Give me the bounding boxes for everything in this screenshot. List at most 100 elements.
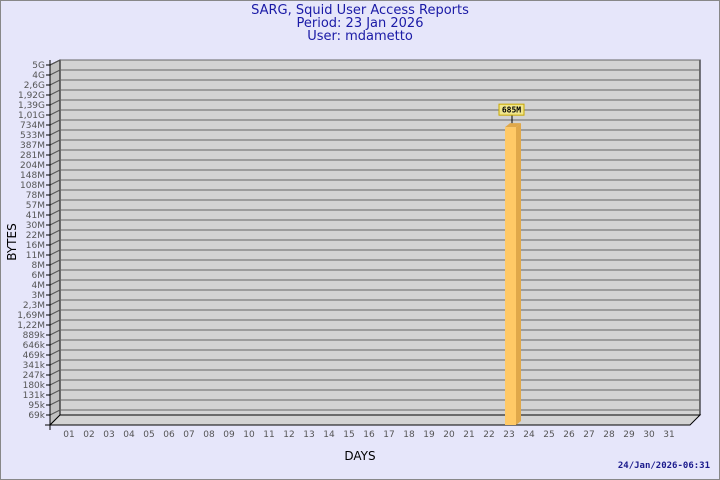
- grid-diagonal: [49, 129, 61, 136]
- grid-diagonal: [49, 259, 61, 266]
- y-tick-label: 889k: [23, 331, 46, 341]
- y-tick-label: 6M: [32, 271, 46, 281]
- grid-diagonal: [49, 159, 61, 166]
- floor: [48, 414, 702, 426]
- x-tick-label: 08: [203, 430, 215, 440]
- y-tick-label: 4M: [32, 281, 46, 291]
- y-tick-label: 69k: [28, 411, 45, 421]
- y-tick-label: 533M: [20, 131, 45, 141]
- grid-diagonal: [49, 99, 61, 106]
- x-tick-label: 02: [83, 430, 94, 440]
- y-tick-label: 5G: [32, 61, 45, 71]
- y-tick-label: 1,01G: [18, 111, 45, 121]
- y-tick-label: 57M: [26, 201, 45, 211]
- x-tick-label: 15: [343, 430, 354, 440]
- y-tick-label: 3M: [32, 291, 46, 301]
- y-tick-label: 247k: [23, 371, 46, 381]
- grid-diagonal: [49, 309, 61, 316]
- x-tick-label: 23: [503, 430, 514, 440]
- x-tick-label: 21: [463, 430, 474, 440]
- y-tick-label: 204M: [20, 161, 45, 171]
- x-tick-label: 24: [523, 430, 535, 440]
- x-tick-label: 17: [383, 430, 394, 440]
- grid-diagonal: [49, 369, 61, 376]
- x-tick-label: 11: [263, 430, 274, 440]
- x-tick-label: 27: [583, 430, 594, 440]
- grid-diagonal: [49, 199, 61, 206]
- y-tick-label: 30M: [26, 221, 45, 231]
- grid-diagonal: [49, 389, 61, 396]
- y-tick-label: 1,22M: [17, 321, 45, 331]
- y-tick-label: 646k: [23, 341, 46, 351]
- y-tick-label: 341k: [23, 361, 46, 371]
- y-tick-label: 469k: [23, 351, 46, 361]
- grid-diagonal: [49, 379, 61, 386]
- bar-value-label: 685M: [502, 106, 521, 115]
- bar-top: [505, 123, 521, 128]
- y-tick-label: 78M: [26, 191, 45, 201]
- grid-diagonal: [49, 409, 61, 416]
- y-tick-label: 1,39G: [18, 101, 45, 111]
- y-tick-label: 1,92G: [18, 91, 45, 101]
- y-tick-label: 108M: [20, 181, 45, 191]
- grid-diagonal: [49, 149, 61, 156]
- x-tick-label: 26: [563, 430, 575, 440]
- grid-diagonal: [49, 349, 61, 356]
- report-period: Period: 23 Jan 2026: [296, 16, 424, 31]
- grid-diagonal: [49, 329, 61, 336]
- grid-diagonal: [49, 359, 61, 366]
- x-tick-label: 03: [103, 430, 114, 440]
- x-tick-label: 25: [543, 430, 554, 440]
- grid-diagonal: [49, 169, 61, 176]
- grid-diagonal: [49, 289, 61, 296]
- x-tick-label: 10: [243, 430, 255, 440]
- bar-label-box: [498, 103, 525, 116]
- back-wall: [59, 59, 701, 416]
- grid-diagonal: [49, 59, 61, 66]
- y-tick-label: 22M: [26, 231, 45, 241]
- report-title: SARG, Squid User Access Reports: [251, 3, 469, 18]
- grid-diagonal: [49, 109, 61, 116]
- grid-diagonal: [49, 269, 61, 276]
- y-tick-label: 387M: [20, 141, 45, 151]
- grid-diagonal: [49, 89, 61, 96]
- y-tick-label: 1,69M: [17, 311, 45, 321]
- grid-diagonal: [49, 299, 61, 306]
- x-tick-label: 07: [183, 430, 194, 440]
- bar-side: [516, 123, 521, 425]
- grid-diagonal: [49, 229, 61, 236]
- grid-diagonal: [49, 339, 61, 346]
- x-tick-label: 20: [443, 430, 455, 440]
- grid-diagonal: [49, 179, 61, 186]
- x-tick-label: 28: [603, 430, 615, 440]
- y-tick-label: 2,6G: [24, 81, 45, 91]
- x-axis-title: DAYS: [344, 449, 375, 463]
- x-tick-label: 29: [623, 430, 635, 440]
- y-tick-label: 41M: [26, 211, 45, 221]
- grid-diagonal: [49, 189, 61, 196]
- x-tick-label: 04: [123, 430, 135, 440]
- y-tick-label: 180k: [23, 381, 46, 391]
- x-tick-label: 30: [643, 430, 655, 440]
- y-tick-label: 95k: [28, 401, 45, 411]
- grid-diagonal: [49, 119, 61, 126]
- grid-diagonal: [49, 219, 61, 226]
- grid-diagonal: [49, 69, 61, 76]
- y-tick-label: 11M: [26, 251, 45, 261]
- y-tick-label: 8M: [32, 261, 46, 271]
- y-tick-label: 734M: [20, 121, 45, 131]
- x-tick-label: 18: [403, 430, 415, 440]
- grid-diagonal: [49, 319, 61, 326]
- grid-diagonal: [49, 209, 61, 216]
- grid-diagonal: [49, 399, 61, 406]
- grid-diagonal: [49, 249, 61, 256]
- x-tick-label: 22: [483, 430, 494, 440]
- y-tick-label: 148M: [20, 171, 45, 181]
- report-user: User: mdametto: [307, 29, 413, 44]
- grid-diagonal: [49, 79, 61, 86]
- y-tick-label: 2,3M: [23, 301, 45, 311]
- y-axis-title: BYTES: [5, 223, 19, 260]
- bar-day-23: [505, 127, 516, 425]
- generated-timestamp: 24/Jan/2026-06:31: [617, 461, 710, 471]
